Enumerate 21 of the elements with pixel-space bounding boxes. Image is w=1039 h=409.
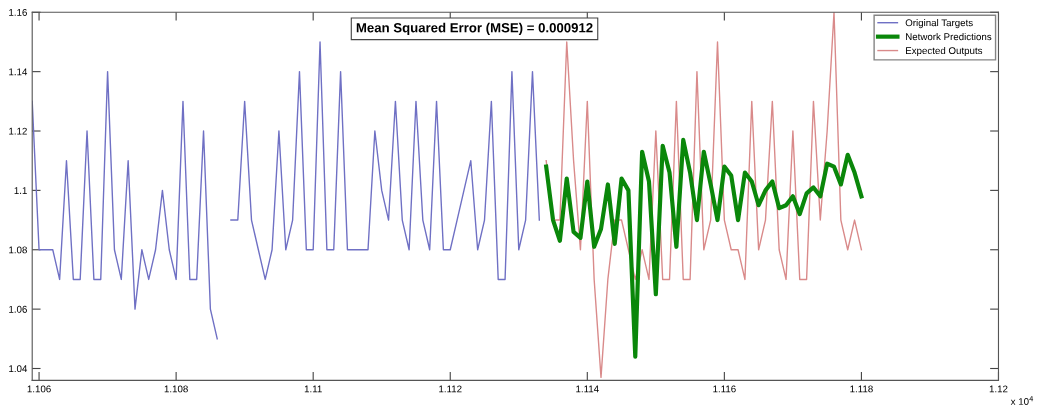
y-tick-label: 1.12 [9, 127, 27, 135]
x-tick-label: 1.118 [850, 385, 873, 393]
x-tick-label: 1.12 [989, 385, 1008, 393]
x-tick-label: 1.11 [304, 385, 322, 393]
x-tick-label: 1.108 [164, 385, 188, 393]
legend-label: Expected Outputs [906, 46, 983, 56]
x-tick-label: 1.116 [713, 385, 736, 393]
annotation: Mean Squared Error (MSE) = 0.000912 [356, 22, 593, 35]
line-series [544, 137, 864, 359]
x-tick-label: 1.106 [27, 385, 51, 393]
y-tick-label: 1.14 [9, 68, 28, 76]
legend-label: Original Targets [905, 19, 973, 29]
legend-label: Network Predictions [906, 33, 992, 41]
y-tick-label: 1.04 [9, 365, 28, 373]
x-tick-label: 1.114 [576, 385, 599, 393]
text: x 10$^{4}$ [1010, 396, 1034, 405]
y-tick-label: 1.1 [14, 187, 27, 194]
y-tick-label: 1.06 [9, 305, 27, 313]
y-tick-label: 1.08 [9, 246, 27, 254]
y-tick-label: 1.16 [9, 9, 27, 16]
x-tick-label: 1.112 [439, 385, 462, 393]
